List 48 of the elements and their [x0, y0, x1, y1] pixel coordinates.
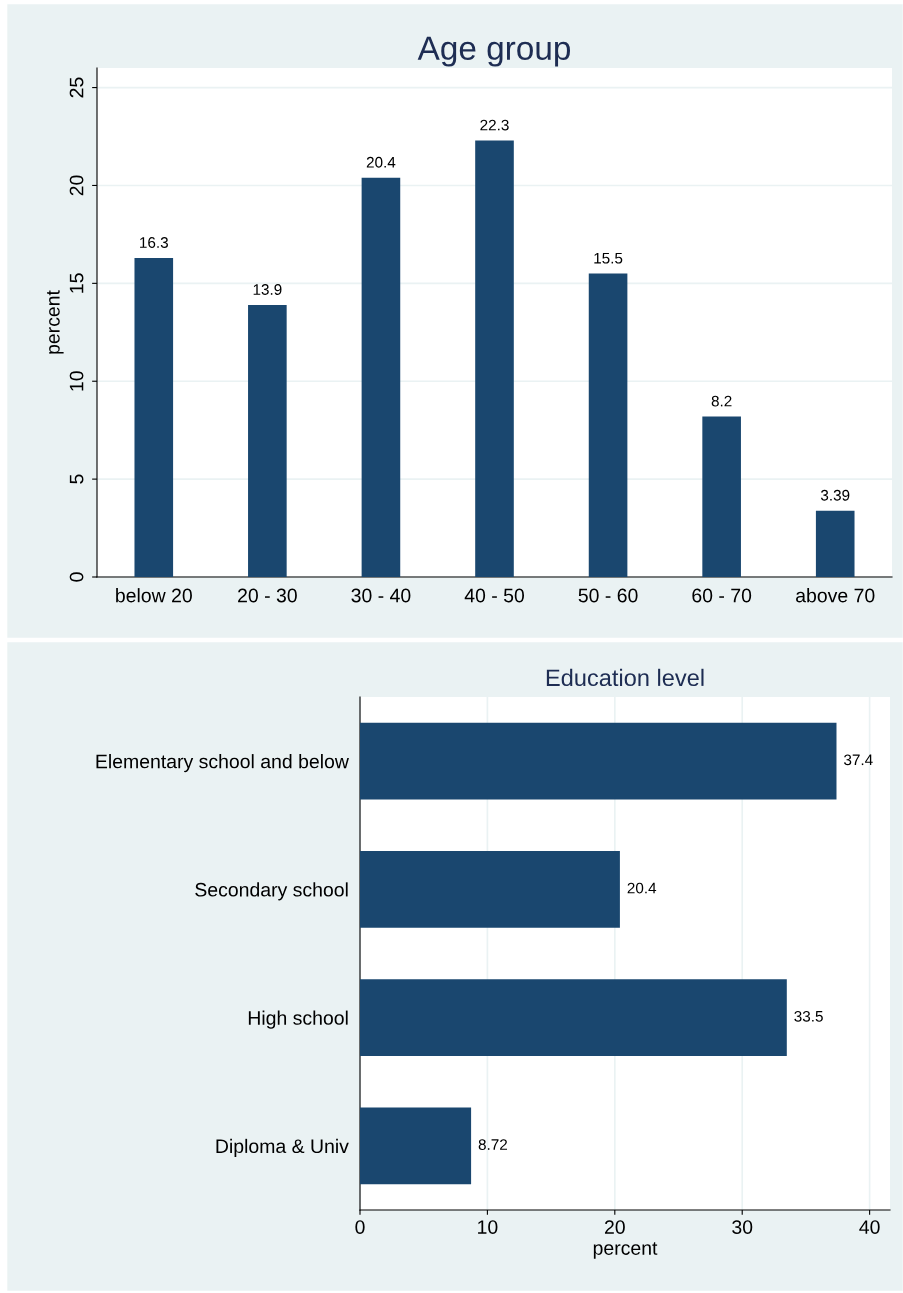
y-tick-label: 20 [69, 175, 84, 196]
x-tick-label: 40 [859, 1220, 880, 1234]
x-tick-label: below 20 [116, 588, 192, 603]
x-tick-label: 30 [732, 1220, 753, 1234]
data-label: 37.4 [844, 754, 873, 766]
x-tick-label: 0 [355, 1220, 365, 1234]
bar [360, 1107, 472, 1185]
x-tick-label: 60 - 70 [692, 588, 752, 603]
bar [360, 722, 837, 800]
data-label: 20.4 [366, 156, 396, 168]
bar [134, 257, 174, 577]
x-tick-label: 20 - 30 [238, 588, 297, 603]
bar [361, 177, 401, 577]
chart-title: Age group [417, 36, 571, 67]
bar [248, 304, 287, 577]
y-tick-label: Diploma & Univ [216, 1138, 349, 1157]
data-label: 8.72 [478, 1139, 508, 1150]
y-tick-label: Secondary school [195, 882, 348, 901]
y-tick-label: 10 [69, 371, 84, 391]
bar [588, 273, 628, 577]
y-tick-label: 15 [69, 273, 84, 293]
data-label: 20.4 [627, 882, 657, 894]
data-label: 13.9 [253, 284, 282, 295]
bar [475, 140, 514, 577]
y-tick-label: 25 [69, 77, 84, 98]
y-tick-label: Elementary school and below [96, 754, 349, 773]
bar [360, 979, 787, 1057]
x-tick-label: 40 - 50 [464, 588, 525, 603]
data-label: 22.3 [480, 119, 509, 131]
x-tick-label: 50 - 60 [578, 588, 638, 603]
data-label: 33.5 [794, 1010, 823, 1022]
x-tick-label: 30 - 40 [351, 588, 411, 603]
y-axis-title: percent [46, 290, 64, 354]
bar [815, 510, 855, 577]
bar [360, 850, 620, 928]
x-tick-label: 20 [604, 1220, 625, 1234]
x-tick-label: 10 [478, 1220, 498, 1234]
x-tick-label: above 70 [796, 588, 875, 603]
y-tick-label: High school [248, 1010, 348, 1029]
data-label: 15.5 [594, 252, 623, 264]
bar [702, 416, 741, 577]
data-label: 3.39 [820, 489, 850, 501]
x-axis-title: percent [593, 1242, 658, 1259]
chart-title: Education level [546, 668, 704, 687]
y-tick-label: 5 [69, 474, 84, 484]
data-label: 8.2 [711, 395, 732, 407]
data-label: 16.3 [140, 237, 168, 248]
y-tick-label: 0 [69, 572, 84, 582]
